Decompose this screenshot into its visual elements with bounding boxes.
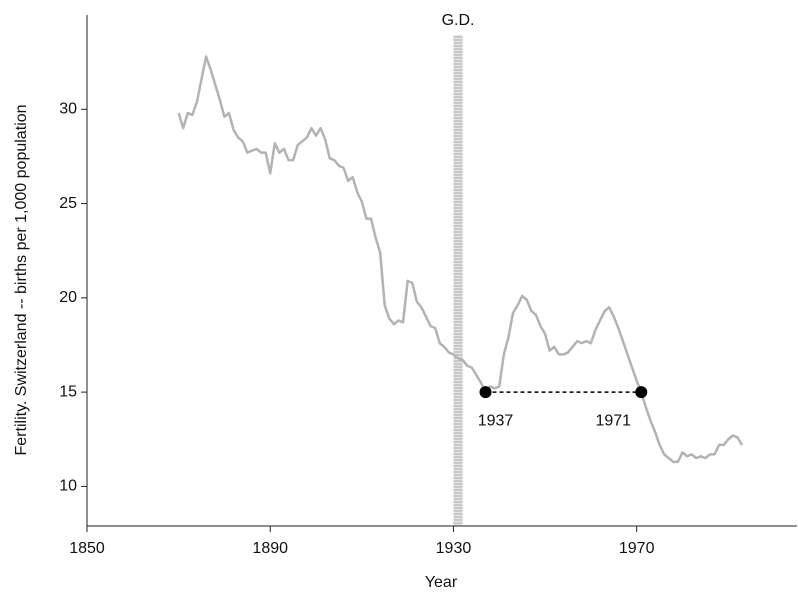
y-tick-label: 20 (59, 289, 77, 306)
x-tick-label: 1850 (69, 540, 105, 557)
x-axis-label: Year (425, 574, 458, 591)
y-tick-label: 10 (59, 478, 77, 495)
point-label: 1937 (478, 412, 514, 429)
y-axis-label: Fertility. Switzerland -- births per 1,0… (13, 105, 30, 456)
y-tick-label: 25 (59, 195, 77, 212)
x-tick-label: 1970 (619, 540, 655, 557)
point (479, 386, 492, 399)
x-tick-label: 1930 (436, 540, 472, 557)
y-tick-label: 30 (59, 100, 77, 117)
point-label: 1971 (595, 412, 631, 429)
band (453, 35, 463, 526)
x-tick-label: 1890 (252, 540, 288, 557)
point (635, 386, 648, 399)
band-label: G.D. (442, 12, 475, 29)
y-tick-label: 15 (59, 383, 77, 400)
series-line (177, 55, 744, 464)
